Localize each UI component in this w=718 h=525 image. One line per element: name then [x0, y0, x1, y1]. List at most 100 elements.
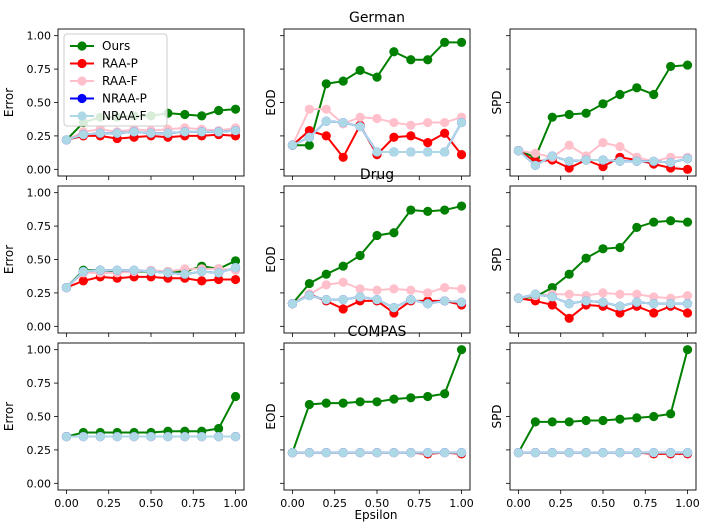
data-point	[180, 109, 190, 120]
data-point	[598, 99, 608, 109]
data-point	[389, 132, 399, 142]
data-point	[632, 289, 642, 299]
data-point	[146, 431, 156, 442]
data-point	[666, 216, 676, 226]
data-point	[372, 447, 382, 458]
y-axis-label: EOD	[264, 403, 278, 429]
panel-compas-spd: 0.00 0.25 0.50 0.75 1.00 SPD	[490, 342, 700, 510]
y-axis-label: SPD	[490, 404, 504, 428]
data-point	[581, 253, 591, 263]
data-point	[666, 299, 676, 309]
y-axis-label: Error	[2, 402, 16, 431]
series-line	[518, 219, 688, 300]
data-point	[456, 37, 467, 47]
data-point	[598, 162, 608, 172]
series-nraa-f	[287, 447, 467, 458]
data-point	[78, 129, 88, 140]
data-point	[287, 140, 298, 150]
data-point	[163, 128, 173, 138]
data-point	[547, 282, 557, 293]
y-tick-label: 0.75	[27, 220, 52, 233]
data-point	[440, 389, 450, 399]
data-point	[355, 112, 365, 122]
legend-entry-nraa-f: NRAA-F	[70, 109, 147, 123]
data-point	[304, 104, 314, 114]
data-point	[304, 125, 314, 136]
y-axis-label: SPD	[490, 90, 504, 114]
data-point	[214, 431, 224, 442]
data-point	[632, 222, 642, 233]
data-point	[598, 415, 608, 426]
series-line	[292, 120, 463, 153]
data-point	[321, 104, 331, 114]
data-point	[530, 289, 540, 299]
data-point	[321, 131, 331, 141]
data-point	[214, 423, 224, 434]
data-point	[372, 72, 382, 82]
panel-drug-spd: SPD	[490, 185, 697, 337]
panel-frame	[509, 185, 697, 334]
data-point	[682, 217, 693, 227]
series-nraa-f	[287, 116, 467, 157]
y-tick-label: 1.00	[27, 30, 52, 43]
data-point	[61, 431, 72, 442]
data-point	[321, 447, 331, 458]
series-nraa-f	[61, 431, 241, 442]
data-point	[406, 147, 416, 157]
legend-entry-ours: Ours	[70, 39, 130, 53]
series-ours	[513, 345, 693, 458]
data-point	[197, 127, 207, 137]
data-point	[129, 265, 139, 275]
data-point	[372, 397, 382, 407]
data-point	[304, 290, 314, 301]
data-point	[615, 301, 625, 311]
data-point	[214, 105, 224, 116]
row-title: Drug	[360, 167, 394, 183]
data-point	[355, 250, 365, 261]
data-point	[632, 156, 642, 166]
data-point	[615, 447, 625, 458]
x-axis-label: Epsilon	[354, 508, 397, 522]
series-line	[292, 120, 463, 153]
x-tick-label: 0.00	[54, 497, 79, 510]
data-point	[61, 282, 72, 293]
x-tick-label: 0.75	[181, 497, 206, 510]
data-point	[456, 201, 467, 211]
data-point	[338, 447, 348, 458]
data-point	[513, 447, 524, 458]
y-axis-label: Error	[2, 88, 16, 117]
data-point	[112, 265, 122, 275]
legend-label: RAA-P	[102, 57, 138, 71]
data-point	[423, 288, 433, 298]
data-point	[389, 47, 399, 57]
data-point	[230, 125, 241, 136]
row-title: German	[349, 10, 405, 26]
data-point	[581, 108, 591, 118]
data-point	[78, 276, 88, 286]
data-point	[214, 127, 224, 137]
data-point	[304, 140, 314, 150]
data-point	[230, 256, 241, 266]
series-nraa-f	[513, 447, 693, 458]
series-ours	[513, 60, 693, 162]
data-point	[547, 112, 557, 122]
series-nraa-f	[61, 262, 241, 293]
data-point	[682, 290, 693, 301]
data-point	[456, 117, 467, 128]
data-point	[530, 160, 540, 170]
data-point	[423, 447, 433, 458]
data-point	[666, 61, 676, 72]
data-point	[129, 431, 139, 442]
y-tick-label: 0.00	[27, 477, 52, 490]
row-title: COMPAS	[348, 324, 407, 340]
panel-german-spd: SPD	[490, 28, 697, 180]
data-point	[649, 308, 659, 318]
data-point	[564, 417, 574, 427]
data-point	[321, 269, 331, 279]
data-point	[78, 266, 88, 277]
legend-marker	[77, 93, 87, 104]
data-point	[615, 289, 625, 299]
data-point	[649, 299, 659, 309]
data-point	[112, 431, 122, 442]
legend-entry-nraa-p: NRAA-P	[70, 92, 147, 106]
